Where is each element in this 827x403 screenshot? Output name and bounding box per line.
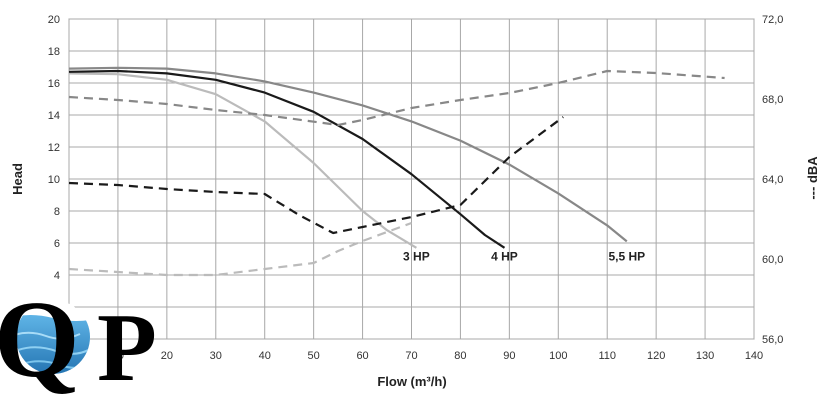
x-tick-label: 110 <box>598 350 616 362</box>
qp-logo: Q P <box>0 278 157 402</box>
x-tick-label: 80 <box>454 350 466 362</box>
logo-water <box>16 300 90 374</box>
x-axis-title: Flow (m³/h) <box>377 374 446 389</box>
x-tick-label: 90 <box>503 350 515 362</box>
y2-tick-label: 72,0 <box>762 14 783 26</box>
series-line-head-1 <box>68 69 506 249</box>
y-tick-label: 12 <box>48 142 60 154</box>
x-tick-label: 40 <box>259 350 271 362</box>
x-tick-label: 70 <box>405 350 417 362</box>
x-tick-label: 100 <box>549 350 567 362</box>
y-tick-label: 4 <box>54 270 60 282</box>
x-tick-label: 60 <box>356 350 368 362</box>
x-tick-label: 20 <box>161 350 173 362</box>
y2-axis-title: --- dBA <box>805 156 820 200</box>
x-tick-label: 30 <box>210 350 222 362</box>
x-tick-label: 50 <box>308 350 320 362</box>
logo-letter-q: Q <box>0 278 80 400</box>
x-tick-label: 10 <box>112 350 124 362</box>
y2-tick-label: 60,0 <box>762 254 783 266</box>
series-lines <box>68 66 725 277</box>
curve-label: 3 HP <box>403 250 430 264</box>
series-line-head-2 <box>68 66 628 243</box>
curve-labels: 3 HP 4 HP 5,5 HP <box>403 250 645 264</box>
y-axis-title: Head <box>10 163 25 195</box>
logo-letter-p: P <box>97 294 157 402</box>
y-tick-label: 14 <box>48 110 60 122</box>
grid <box>68 18 755 340</box>
curve-label: 5,5 HP <box>608 250 645 264</box>
y-tick-label: 16 <box>48 78 60 90</box>
series-line-dba-4 <box>68 116 564 235</box>
x-axis-ticks: 0102030405060708090100110120130140 <box>66 350 763 362</box>
x-tick-label: 140 <box>745 350 763 362</box>
y-tick-label: 20 <box>48 14 60 26</box>
series-line-dba-3 <box>68 221 412 277</box>
x-tick-label: 120 <box>647 350 665 362</box>
x-tick-label: 130 <box>696 350 714 362</box>
y-tick-label: 18 <box>48 46 60 58</box>
y2-tick-label: 64,0 <box>762 174 783 186</box>
series-line-dba-5 <box>68 69 725 127</box>
y-tick-label: 10 <box>48 174 60 186</box>
y-tick-label: 8 <box>54 206 60 218</box>
y2-tick-label: 68,0 <box>762 94 783 106</box>
y-tick-label: 6 <box>54 238 60 250</box>
curve-label: 4 HP <box>491 250 518 264</box>
y2-axis-ticks: 56,0 60,0 64,0 68,0 72,0 <box>762 14 783 346</box>
y2-tick-label: 56,0 <box>762 334 783 346</box>
